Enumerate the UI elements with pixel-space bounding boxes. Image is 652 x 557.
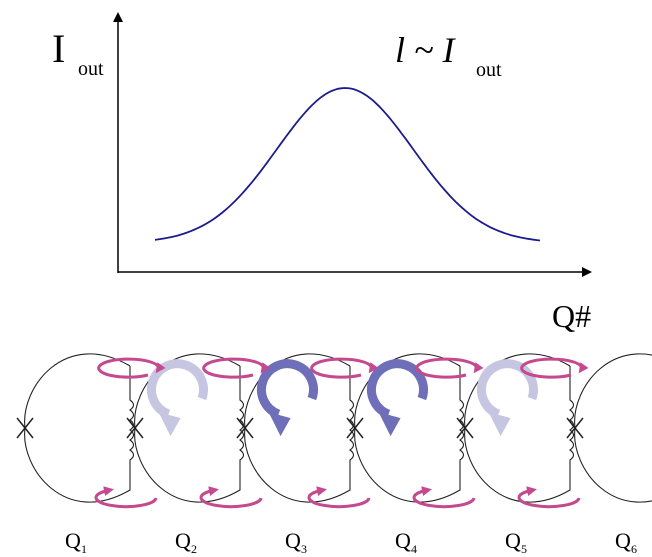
qubit-label: Q bbox=[65, 528, 81, 553]
current-arrowhead bbox=[268, 412, 291, 437]
current-arrow bbox=[367, 359, 428, 419]
annotation-sub: out bbox=[476, 59, 502, 81]
coupling-arrow-bottom bbox=[412, 486, 476, 509]
coupling-arrow-bottom bbox=[307, 486, 371, 509]
qubit-label: Q bbox=[615, 528, 631, 553]
qubit-index: 4 bbox=[411, 542, 417, 556]
junction-x bbox=[566, 417, 584, 439]
qubit-label: Q bbox=[175, 528, 191, 553]
qubit-index: 1 bbox=[81, 542, 87, 556]
coupling-arrow-top bbox=[202, 357, 271, 379]
y-label-sub: out bbox=[78, 58, 104, 80]
qubit-label: Q bbox=[285, 528, 301, 553]
qubit-index: 5 bbox=[521, 542, 527, 556]
coupling-arrow-bottom bbox=[94, 486, 158, 509]
coupling-arrow-bottom bbox=[199, 486, 263, 509]
current-arrow bbox=[477, 359, 538, 419]
current-arrow bbox=[257, 359, 318, 419]
annotation: l ~ I bbox=[395, 30, 456, 70]
qubit-loop bbox=[574, 353, 652, 503]
junction-x bbox=[456, 417, 474, 439]
coupling-arrow-top bbox=[97, 357, 166, 379]
qubit-index: 3 bbox=[301, 542, 307, 556]
coupling-arrow-bottom bbox=[517, 486, 581, 509]
coupling-arrow-top bbox=[520, 357, 589, 379]
junction-x bbox=[346, 417, 364, 439]
current-arrowhead bbox=[158, 412, 181, 437]
current-arrow bbox=[147, 359, 208, 419]
coupling-arrow-top bbox=[415, 357, 484, 379]
junction-x bbox=[126, 417, 144, 439]
coupling-arrow-top bbox=[310, 357, 379, 379]
current-arrowhead bbox=[378, 412, 401, 437]
qubit-label: Q bbox=[505, 528, 521, 553]
qubit-index: 6 bbox=[631, 542, 637, 556]
x-label: Q# bbox=[552, 298, 591, 334]
current-arrowhead bbox=[488, 412, 511, 437]
junction-x bbox=[236, 417, 254, 439]
qubit-index: 2 bbox=[191, 542, 197, 556]
y-label: I bbox=[52, 26, 65, 71]
qubit-label: Q bbox=[395, 528, 411, 553]
junction-x bbox=[16, 417, 34, 439]
curve bbox=[154, 87, 541, 242]
